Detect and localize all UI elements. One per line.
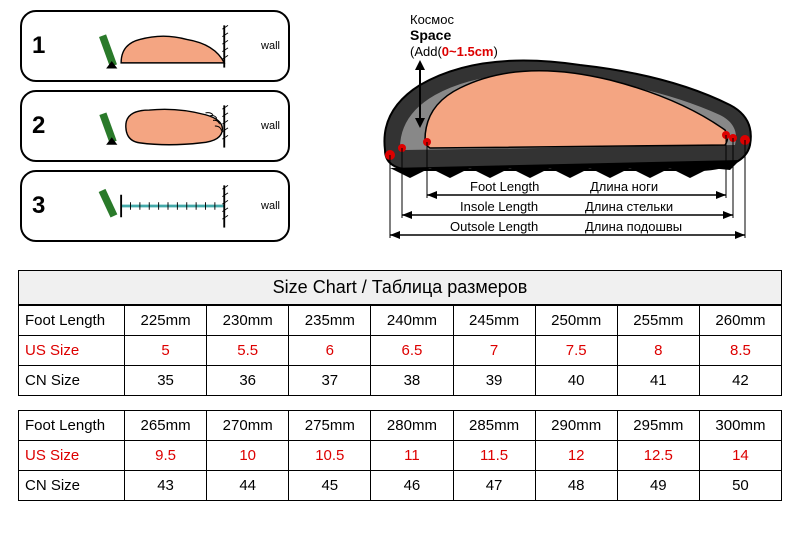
wall-label: wall — [261, 200, 280, 212]
table-row: Foot Length 265mm270mm275mm280mm285mm290… — [19, 411, 782, 441]
step-3: 3 wall — [20, 170, 290, 242]
step-1: 1 wall — [20, 10, 290, 82]
table-row: US Size 55.566.577.588.5 — [19, 336, 782, 366]
table-row: Foot Length 225mm230mm235mm240mm245mm250… — [19, 306, 782, 336]
step-2: 2 wall — [20, 90, 290, 162]
step-3-illustration — [58, 176, 278, 236]
step-1-illustration — [58, 16, 278, 76]
step-number: 3 — [32, 192, 58, 220]
foot-length-ru: Длина ноги — [590, 179, 658, 194]
kosmos-label: Космос — [410, 12, 454, 27]
size-tables: Size Chart / Таблица размеров Foot Lengt… — [0, 270, 800, 501]
foot-length-en: Foot Length — [470, 179, 539, 194]
size-table-2: Foot Length 265mm270mm275mm280mm285mm290… — [18, 410, 782, 501]
insole-ru: Длина стельки — [585, 199, 673, 214]
wall-label: wall — [261, 40, 280, 52]
size-table-1: Foot Length 225mm230mm235mm240mm245mm250… — [18, 305, 782, 396]
shoe-diagram: Космос Space (Add(0~1.5cm) — [330, 10, 780, 255]
us-size-header: US Size — [19, 441, 125, 471]
step-number: 2 — [32, 112, 58, 140]
outsole-ru: Длина подошвы — [585, 219, 682, 234]
wall-label: wall — [261, 120, 280, 132]
cn-size-header: CN Size — [19, 471, 125, 501]
space-label: Space — [410, 27, 451, 43]
add-label: (Add(0~1.5cm) — [410, 44, 498, 59]
cn-size-header: CN Size — [19, 366, 125, 396]
step-2-illustration — [58, 96, 278, 156]
table-row: CN Size 3536373839404142 — [19, 366, 782, 396]
insole-en: Insole Length — [460, 199, 538, 214]
foot-length-header: Foot Length — [19, 411, 125, 441]
step-number: 1 — [32, 32, 58, 60]
table-row: CN Size 4344454647484950 — [19, 471, 782, 501]
table-row: US Size 9.51010.51111.51212.514 — [19, 441, 782, 471]
us-size-header: US Size — [19, 336, 125, 366]
outsole-en: Outsole Length — [450, 219, 538, 234]
foot-length-header: Foot Length — [19, 306, 125, 336]
chart-title: Size Chart / Таблица размеров — [18, 270, 782, 305]
measurement-steps: 1 wall 2 — [20, 10, 290, 255]
